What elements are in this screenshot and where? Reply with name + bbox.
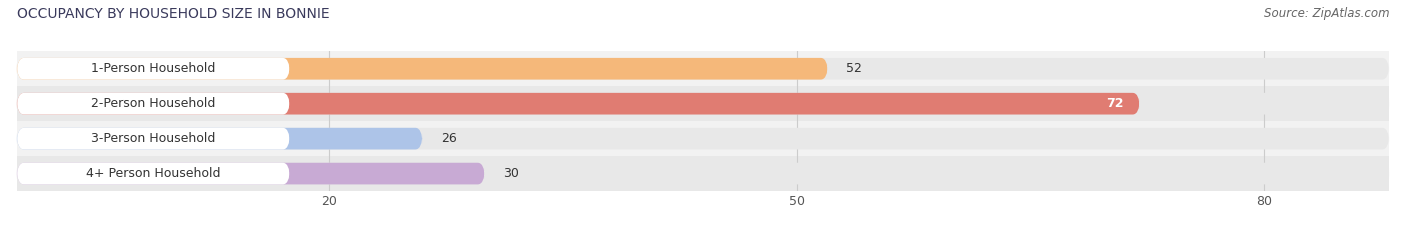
FancyBboxPatch shape — [17, 58, 290, 80]
Text: 4+ Person Household: 4+ Person Household — [86, 167, 221, 180]
Text: 26: 26 — [441, 132, 457, 145]
FancyBboxPatch shape — [17, 128, 290, 150]
FancyBboxPatch shape — [17, 93, 1140, 115]
Text: Source: ZipAtlas.com: Source: ZipAtlas.com — [1264, 7, 1389, 20]
Bar — [17, 51, 1389, 86]
Text: 30: 30 — [503, 167, 519, 180]
Text: 72: 72 — [1107, 97, 1123, 110]
FancyBboxPatch shape — [17, 93, 1389, 115]
Text: 52: 52 — [846, 62, 862, 75]
FancyBboxPatch shape — [17, 128, 1389, 150]
Bar — [17, 121, 1389, 156]
FancyBboxPatch shape — [17, 58, 1389, 80]
Text: 2-Person Household: 2-Person Household — [91, 97, 215, 110]
FancyBboxPatch shape — [17, 58, 828, 80]
FancyBboxPatch shape — [17, 163, 1389, 185]
Bar — [17, 156, 1389, 191]
FancyBboxPatch shape — [17, 128, 422, 150]
FancyBboxPatch shape — [17, 163, 485, 185]
Text: 1-Person Household: 1-Person Household — [91, 62, 215, 75]
FancyBboxPatch shape — [17, 163, 290, 185]
Text: 3-Person Household: 3-Person Household — [91, 132, 215, 145]
FancyBboxPatch shape — [17, 93, 290, 115]
Text: OCCUPANCY BY HOUSEHOLD SIZE IN BONNIE: OCCUPANCY BY HOUSEHOLD SIZE IN BONNIE — [17, 7, 329, 21]
Bar — [17, 86, 1389, 121]
